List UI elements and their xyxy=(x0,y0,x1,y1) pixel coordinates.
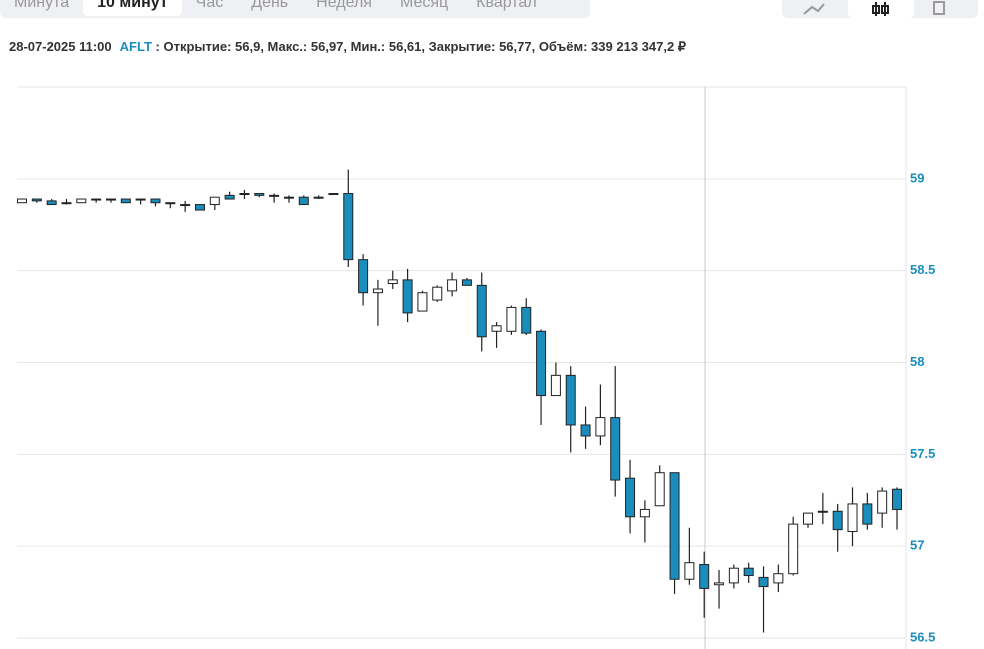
candle-body xyxy=(343,193,354,261)
candle-icon xyxy=(872,2,889,16)
candle-body xyxy=(150,198,161,204)
candle-body xyxy=(728,567,739,584)
candle-body xyxy=(743,567,754,577)
candle-body xyxy=(194,204,205,211)
candle-body xyxy=(877,490,888,514)
candle-body xyxy=(180,204,191,207)
candle-body xyxy=(817,510,828,513)
y-tick-label: 58.5 xyxy=(910,262,935,277)
candle-body xyxy=(892,488,902,510)
candle-body xyxy=(298,196,309,206)
ohlc-text: : Открытие: 56,9, Макс.: 56,97, Мин.: 56… xyxy=(151,39,687,54)
bar-chart-button[interactable] xyxy=(933,1,945,15)
candle-body xyxy=(654,472,665,507)
interval-tab[interactable]: Минута xyxy=(14,0,70,11)
candle-body xyxy=(76,198,87,204)
y-tick-label: 56.5 xyxy=(910,629,935,644)
y-tick-label: 59 xyxy=(910,170,924,185)
ticker: AFLT xyxy=(119,39,152,54)
candle-body xyxy=(120,198,131,204)
chart-type-icons xyxy=(803,0,945,18)
candle-body xyxy=(165,202,176,205)
candle-body xyxy=(209,196,220,206)
candle-body xyxy=(506,306,517,332)
candle-body xyxy=(832,510,843,531)
candle-body xyxy=(639,508,650,518)
candle-body xyxy=(313,196,324,199)
candle-body xyxy=(105,198,116,201)
candle-body xyxy=(91,198,102,201)
interval-tab[interactable]: Квартал xyxy=(476,0,537,11)
line-chart-button[interactable] xyxy=(803,3,825,15)
y-tick-label: 57 xyxy=(910,538,924,553)
datetime: 28-07-2025 11:00 xyxy=(9,39,112,54)
y-tick-label: 58 xyxy=(910,354,924,369)
candle-body xyxy=(328,193,339,196)
candle-body xyxy=(699,564,710,589)
candle-body xyxy=(402,279,413,314)
candle-body xyxy=(61,202,72,205)
y-tick-label: 57.5 xyxy=(910,446,935,461)
candle-body xyxy=(550,374,561,397)
candle-body xyxy=(862,503,873,525)
chart-type-switch xyxy=(782,0,978,18)
candle-body xyxy=(625,477,636,518)
candle-body xyxy=(31,198,42,202)
candle-body xyxy=(224,194,235,200)
interval-tab[interactable]: День xyxy=(251,0,289,11)
candle-body xyxy=(46,200,57,206)
candle-body xyxy=(788,523,799,575)
candle-body xyxy=(461,279,472,286)
candle-body xyxy=(417,292,428,312)
candle-body xyxy=(580,424,591,437)
candle-body xyxy=(610,417,621,481)
candle-body xyxy=(684,562,695,580)
candle-body xyxy=(565,374,576,426)
candle-body xyxy=(714,582,725,586)
candle-body xyxy=(521,306,532,334)
candle-body xyxy=(758,576,769,588)
candle-body xyxy=(491,325,502,332)
candle-body xyxy=(17,198,27,204)
candle-body xyxy=(254,193,265,196)
candle-body xyxy=(595,417,606,437)
interval-tab[interactable]: Неделя xyxy=(316,0,372,11)
interval-tab[interactable]: Час xyxy=(195,0,224,11)
interval-tab[interactable]: Месяц xyxy=(399,0,449,11)
candle-body xyxy=(432,286,443,301)
ohlc-info: 28-07-2025 11:00 AFLT : Открытие: 56,9, М… xyxy=(9,39,686,55)
interval-tab[interactable]: 10 минут xyxy=(83,0,182,16)
candle-body xyxy=(536,330,547,397)
candle-body xyxy=(773,573,784,584)
candle-body xyxy=(476,284,487,338)
candle-body xyxy=(372,288,383,294)
candle-body xyxy=(387,279,398,285)
candle-body xyxy=(669,472,680,580)
candle-body xyxy=(269,194,280,197)
candle-body xyxy=(135,198,146,201)
candle-body xyxy=(447,279,458,292)
interval-tabs: Минута 10 минут Час День Неделя Месяц Квартал xyxy=(0,0,590,18)
candle-body xyxy=(358,259,369,294)
candle-body xyxy=(803,512,814,525)
candle-body xyxy=(847,503,858,532)
candle-body xyxy=(283,196,294,199)
candle-body xyxy=(239,193,250,196)
